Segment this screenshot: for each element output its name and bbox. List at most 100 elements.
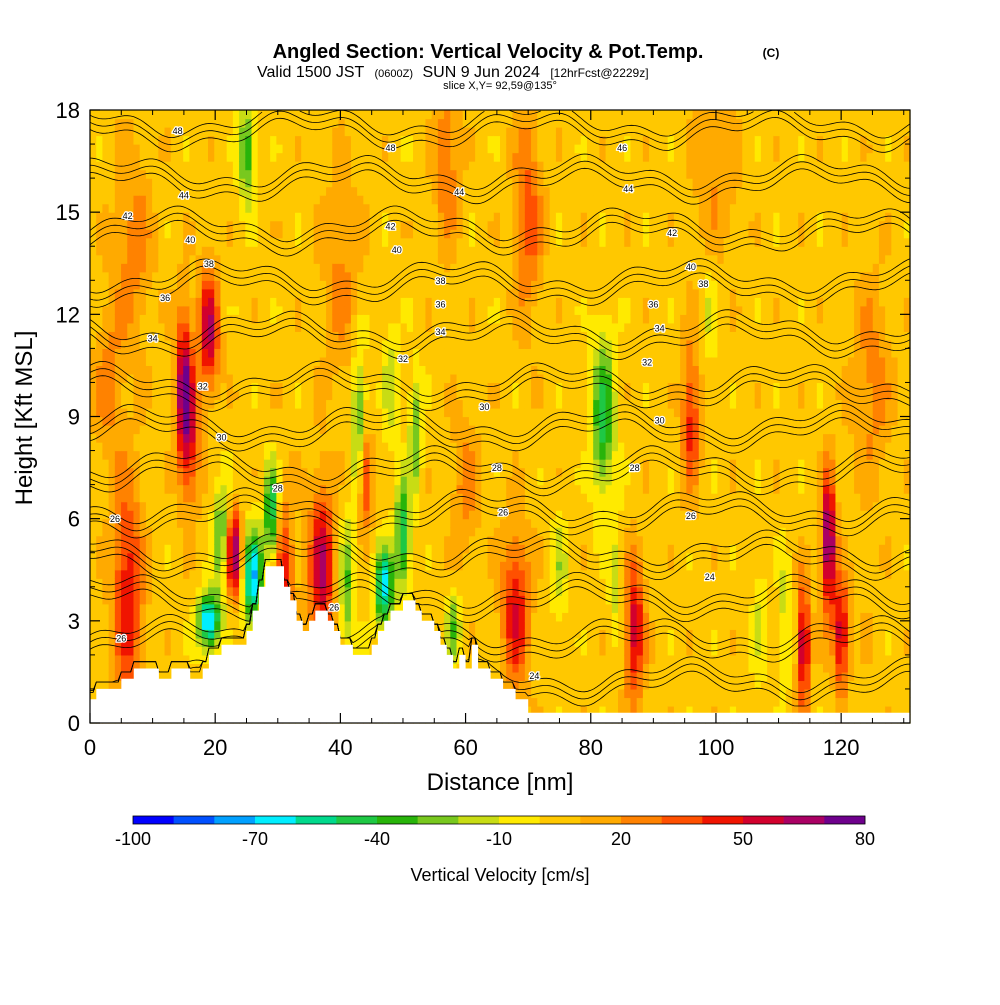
velocity-cell-4853	[506, 467, 514, 477]
velocity-cell-1067	[176, 212, 184, 222]
velocity-cell-607	[139, 450, 147, 460]
velocity-cell-695	[145, 314, 153, 324]
velocity-cell-1414	[208, 322, 215, 332]
velocity-cell-1164	[189, 612, 197, 622]
velocity-cell-3926	[425, 390, 433, 401]
velocity-cell-4884	[506, 203, 514, 213]
velocity-cell-2721	[319, 229, 327, 239]
velocity-cell-2259	[282, 484, 290, 494]
velocity-cell-4332	[462, 612, 470, 622]
velocity-cell-2916	[338, 407, 346, 418]
velocity-cell-3700	[406, 476, 414, 486]
velocity-cell-1167	[189, 586, 197, 596]
velocity-cell-1339	[201, 348, 209, 358]
velocity-cell-97	[96, 501, 104, 511]
velocity-cell-3698	[406, 493, 414, 503]
velocity-cell-3154	[357, 220, 364, 230]
velocity-cell-959	[170, 518, 178, 528]
velocity-cell-857	[158, 161, 166, 171]
velocity-cell-3475	[388, 552, 395, 562]
velocity-cell-486	[127, 254, 135, 264]
velocity-cell-2154	[270, 152, 277, 162]
velocity-cell-4261	[456, 603, 464, 613]
velocity-cell-4345	[462, 501, 470, 511]
velocity-cell-4626	[487, 561, 495, 571]
velocity-cell-3335	[375, 518, 383, 528]
velocity-cell-2013	[257, 127, 265, 137]
velocity-cell-4967	[512, 110, 520, 120]
velocity-cell-2262	[282, 459, 290, 469]
velocity-cell-913	[164, 297, 172, 307]
velocity-cell-3252	[369, 612, 377, 622]
velocity-cell-3014	[344, 186, 352, 196]
velocity-cell-1149	[183, 127, 190, 137]
velocity-cell-4942	[512, 322, 520, 332]
velocity-cell-2064	[263, 305, 271, 315]
velocity-cell-2631	[313, 382, 321, 392]
velocity-cell-2512	[301, 169, 309, 179]
velocity-cell-4436	[468, 339, 476, 349]
velocity-cell-1036	[176, 476, 184, 486]
velocity-cell-2359	[288, 246, 296, 256]
velocity-cell-3971	[431, 620, 439, 630]
velocity-cell-943	[170, 654, 178, 664]
velocity-cell-3599	[394, 110, 402, 120]
velocity-cell-3220	[363, 271, 371, 281]
velocity-cell-1886	[251, 595, 259, 605]
velocity-cell-1712	[232, 237, 240, 247]
velocity-cell-4660	[487, 271, 495, 281]
velocity-cell-4566	[481, 459, 489, 469]
velocity-cell-4693	[493, 603, 501, 613]
velocity-cell-673	[145, 501, 153, 511]
velocity-cell-2511	[301, 178, 309, 188]
velocity-cell-3133	[357, 399, 364, 409]
velocity-cell-3048	[350, 510, 358, 520]
velocity-cell-1468	[214, 476, 222, 486]
velocity-cell-424	[121, 169, 128, 179]
velocity-cell-1411	[208, 348, 215, 358]
velocity-cell-2403	[295, 484, 302, 494]
velocity-cell-165	[102, 535, 110, 545]
velocity-cell-3209	[363, 365, 371, 375]
velocity-cell-1936	[251, 169, 259, 179]
velocity-cell-2264	[282, 442, 290, 452]
velocity-cell-4601	[481, 161, 489, 171]
velocity-cell-3268	[369, 476, 377, 486]
velocity-cell-1432	[208, 169, 215, 179]
velocity-cell-166	[102, 527, 110, 537]
velocity-cell-1341	[201, 331, 209, 341]
velocity-cell-766	[152, 322, 159, 332]
velocity-cell-384	[121, 510, 128, 520]
velocity-cell-3863	[419, 314, 427, 324]
velocity-cell-2929	[338, 297, 346, 307]
velocity-cell-215	[102, 110, 110, 120]
velocity-cell-4204	[450, 476, 458, 486]
velocity-cell-4793	[500, 365, 507, 375]
velocity-cell-1613	[226, 467, 234, 477]
velocity-cell-3757	[413, 603, 420, 613]
velocity-cell-782	[152, 186, 159, 196]
velocity-cell-4550	[481, 595, 489, 605]
velocity-cell-4916	[512, 544, 520, 554]
velocity-cell-1473	[214, 433, 222, 443]
velocity-cell-2935	[338, 246, 346, 256]
velocity-cell-4061	[437, 467, 445, 477]
velocity-cell-2420	[295, 339, 302, 349]
velocity-cell-3506	[388, 288, 395, 298]
velocity-cell-919	[164, 246, 172, 256]
velocity-cell-246	[108, 459, 116, 469]
velocity-cell-3164	[357, 135, 364, 145]
velocity-cell-2918	[338, 390, 346, 401]
velocity-cell-2194	[276, 425, 284, 435]
velocity-cell-385	[121, 501, 128, 511]
velocity-cell-420	[121, 203, 128, 213]
velocity-cell-4698	[493, 561, 501, 571]
velocity-cell-1741	[239, 603, 246, 613]
velocity-cell-4689	[493, 637, 501, 647]
velocity-cell-3037	[350, 603, 358, 613]
velocity-cell-3049	[350, 501, 358, 511]
velocity-cell-1007	[170, 110, 178, 120]
velocity-cell-562	[133, 220, 141, 230]
velocity-cell-3139	[357, 348, 364, 358]
velocity-cell-1991	[257, 314, 265, 324]
